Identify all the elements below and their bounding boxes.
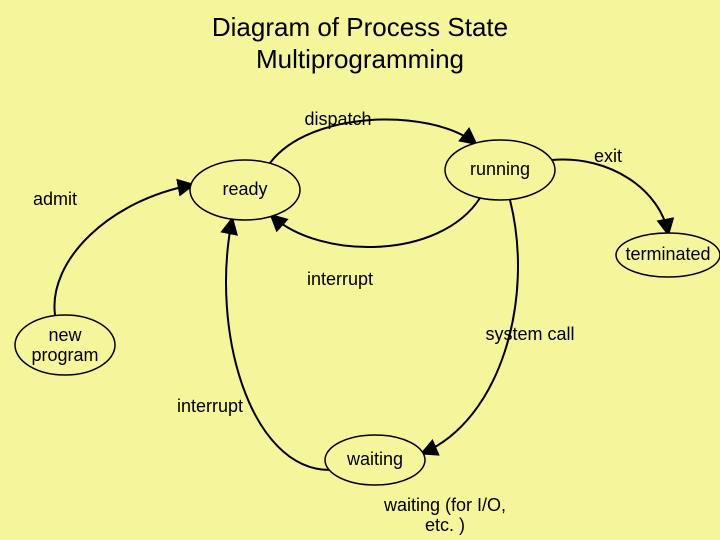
edge-label-exit: exit xyxy=(548,146,668,167)
node-label-new: new program xyxy=(15,325,115,365)
edge-label-admit: admit xyxy=(0,189,115,210)
edge-label-interrupt1: interrupt xyxy=(280,269,400,290)
edge-interrupt2 xyxy=(226,220,330,470)
node-label-running: running xyxy=(445,159,555,179)
node-label-ready: ready xyxy=(190,179,300,199)
title-line-1: Diagram of Process State xyxy=(0,12,720,43)
edge-exit xyxy=(552,160,668,233)
waiting-caption: waiting (for I/O, etc. ) xyxy=(365,495,525,535)
node-label-waiting: waiting xyxy=(325,449,425,469)
title-line-2: Multiprogramming xyxy=(0,44,720,75)
edge-label-syscall: system call xyxy=(470,324,590,345)
diagram-canvas: Diagram of Process State Multiprogrammin… xyxy=(0,0,720,540)
node-label-terminated: terminated xyxy=(616,244,720,264)
edge-interrupt1 xyxy=(272,198,480,247)
edge-label-interrupt2: interrupt xyxy=(150,396,270,417)
edge-label-dispatch: dispatch xyxy=(278,109,398,130)
